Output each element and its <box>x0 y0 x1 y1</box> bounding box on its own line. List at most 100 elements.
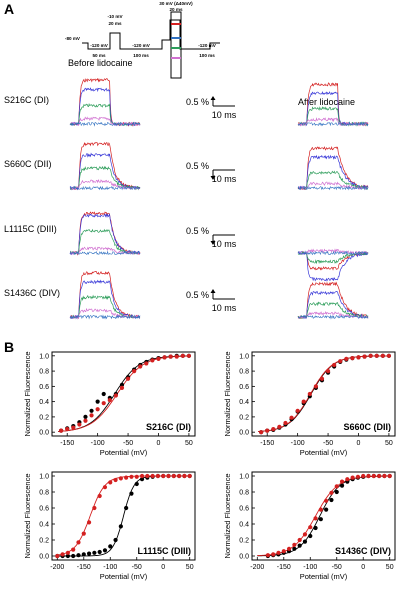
protocol-step4-time: 100 ms <box>199 53 215 58</box>
arrow-up-icon <box>210 289 216 293</box>
data-point <box>132 368 137 374</box>
trace-line <box>297 170 369 191</box>
data-point <box>308 525 313 530</box>
data-point <box>108 544 113 549</box>
data-point <box>380 353 385 358</box>
fit-curve <box>258 355 389 433</box>
data-point <box>283 420 288 426</box>
data-point <box>338 359 343 364</box>
scale-bar-time-label: 10 ms <box>212 110 237 120</box>
plot-frame <box>51 351 196 437</box>
y-tick-label: 0.6 <box>239 384 249 391</box>
scale-bar-time-label: 10 ms <box>212 174 237 184</box>
chart-title: S216C (DI) <box>146 422 191 432</box>
data-point <box>145 473 150 479</box>
data-point <box>71 547 76 552</box>
data-point <box>118 524 123 529</box>
trace-line <box>69 116 141 127</box>
data-point <box>182 473 187 479</box>
data-point <box>156 356 161 361</box>
x-tick-label: -100 <box>91 440 105 447</box>
trace-line <box>297 250 369 256</box>
before-traces <box>69 211 141 256</box>
trace-line <box>297 117 369 127</box>
y-axis-label: Normalized Fluorescence <box>223 351 232 436</box>
data-point <box>166 473 171 479</box>
data-point <box>138 364 143 369</box>
x-tick-label: 0 <box>157 440 161 447</box>
data-point <box>171 473 176 479</box>
before-traces <box>69 271 141 320</box>
y-tick-label: 1.0 <box>39 474 49 481</box>
trace-line <box>297 146 369 190</box>
data-point <box>334 489 339 495</box>
y-axis-label: Normalized Fluorescence <box>23 473 32 558</box>
x-tick-label: 50 <box>185 440 193 447</box>
data-point <box>113 393 118 398</box>
x-tick-label: 50 <box>186 564 194 571</box>
data-point <box>350 475 355 480</box>
fit-curve <box>58 355 189 432</box>
x-tick-label: -150 <box>77 564 91 571</box>
data-point <box>318 507 323 512</box>
trace-line <box>297 250 369 265</box>
protocol-step3-label: -120 mV <box>132 43 151 48</box>
x-tick-label: 50 <box>385 440 393 447</box>
scale-bar-percent: 0.5 % <box>186 226 209 236</box>
protocol-step2-time: 20 ms <box>108 21 121 26</box>
data-point <box>368 353 373 358</box>
protocol-step3-time: 100 ms <box>133 53 149 58</box>
data-point <box>329 497 334 503</box>
data-point <box>297 537 302 543</box>
data-point <box>292 546 297 551</box>
data-point <box>59 428 64 433</box>
trace-line <box>69 213 141 256</box>
data-point <box>97 493 102 499</box>
trace-line <box>297 251 369 282</box>
x-tick-label: -200 <box>50 564 64 571</box>
data-point <box>345 477 350 482</box>
data-point <box>265 553 270 558</box>
data-point <box>124 505 129 511</box>
scale-bar-percent: 0.5 % <box>186 161 209 171</box>
data-point <box>174 354 179 359</box>
data-point <box>101 401 106 406</box>
y-tick-label: 0.6 <box>39 506 49 513</box>
chart-title: S1436C (DIV) <box>335 546 391 556</box>
y-tick-label: 0.4 <box>239 399 249 406</box>
scale-bar: 0.5 %10 ms <box>186 96 237 120</box>
chart-title: S660C (DII) <box>343 422 391 432</box>
fit-curve <box>258 355 389 432</box>
before-lidocaine-label: Before lidocaine <box>68 58 133 68</box>
trace-line <box>297 248 369 256</box>
data-point <box>318 517 323 522</box>
data-point <box>292 542 297 547</box>
data-point <box>97 549 102 555</box>
fv-chart: 0.0 0.2 0.4 0.6 0.8 1.0 -200 -150 -100 -50 0 50 Pote… <box>223 471 396 581</box>
y-tick-label: 0.0 <box>39 430 49 437</box>
x-tick-label: -150 <box>60 440 74 447</box>
trace-line <box>69 279 141 320</box>
after-traces <box>297 82 369 127</box>
data-point <box>302 532 308 537</box>
data-point <box>76 540 81 545</box>
x-tick-label: 0 <box>161 564 165 571</box>
data-point <box>89 408 94 413</box>
after-lidocaine-label: After lidocaine <box>298 97 355 107</box>
data-point <box>129 474 134 479</box>
after-traces <box>297 146 369 191</box>
x-tick-label: 0 <box>361 564 365 571</box>
x-axis-label: Potential (mV) <box>100 572 148 581</box>
data-point <box>81 552 86 557</box>
data-point <box>334 484 339 489</box>
x-axis-label: Potential (mV) <box>300 448 348 457</box>
data-point <box>134 474 139 479</box>
data-point <box>118 476 123 481</box>
data-point <box>161 473 166 479</box>
data-point <box>155 473 161 479</box>
fv-chart: 0.0 0.2 0.4 0.6 0.8 1.0 -150 -100 -50 0 50 Potentia… <box>223 351 396 457</box>
data-point <box>71 553 76 559</box>
data-point <box>124 475 129 480</box>
trace-line <box>70 246 141 256</box>
data-point <box>129 491 134 496</box>
